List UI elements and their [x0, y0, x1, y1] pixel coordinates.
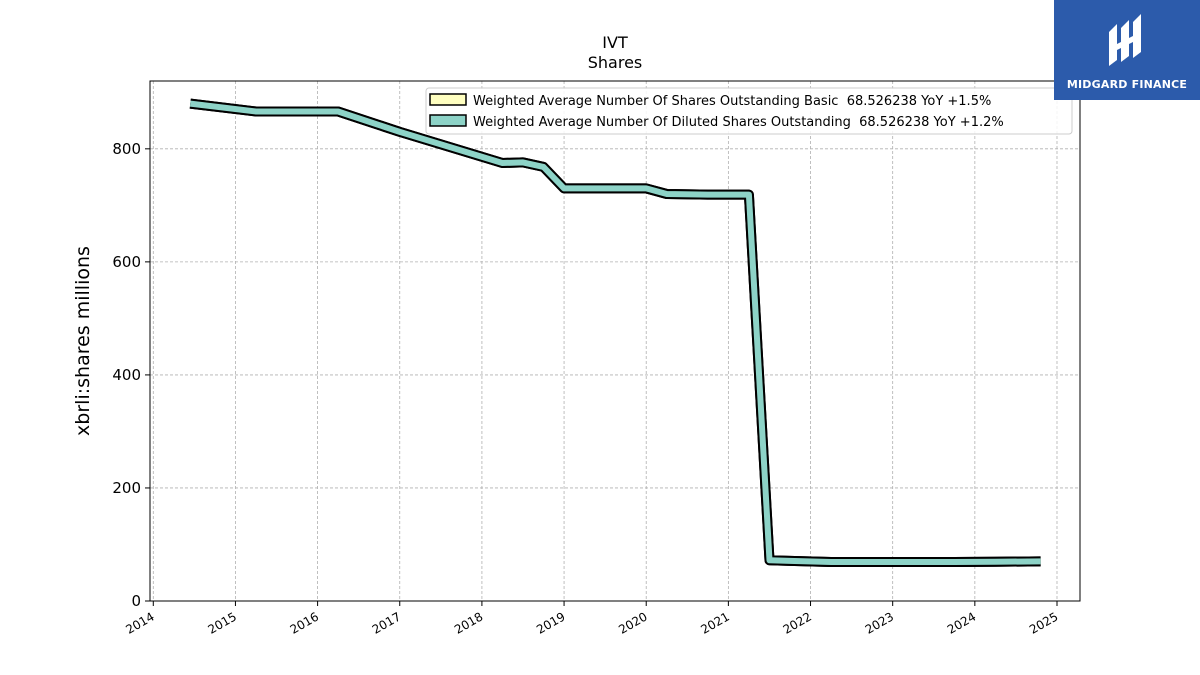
- x-tick-label: 2016: [288, 609, 321, 636]
- x-tick-label: 2020: [616, 609, 649, 636]
- y-tick-label: 400: [112, 366, 141, 384]
- series-lines: [189, 98, 1041, 567]
- legend-swatch-diluted: [429, 114, 467, 127]
- legend-swatch-basic: [429, 93, 467, 106]
- midgard-finance-logo: MIDGARD FINANCE: [1054, 0, 1200, 100]
- x-tick-label: 2018: [452, 609, 485, 636]
- y-tick-label: 0: [131, 592, 141, 610]
- plot-frame: [149, 80, 1081, 602]
- x-tick-label: 2019: [534, 609, 567, 636]
- y-tick-label: 800: [112, 140, 141, 158]
- x-tick-label: 2017: [370, 609, 403, 636]
- legend-box: [425, 87, 1073, 135]
- x-tick-label: 2023: [863, 609, 896, 636]
- legend-label-diluted: Weighted Average Number Of Diluted Share…: [473, 115, 1004, 130]
- x-axis: 2014 2015 2016 2017 2018 2019 2020 2021 2022 2023…: [123, 601, 1060, 637]
- series-line-1: [189, 100, 1041, 565]
- legend: Weighted Average Number Of Shares Outsta…: [425, 87, 1073, 135]
- legend-label-basic: Weighted Average Number Of Shares Outsta…: [473, 94, 991, 109]
- logo-text: MIDGARD FINANCE: [1066, 78, 1188, 91]
- y-axis-label: xbrli:shares millions: [72, 246, 94, 436]
- x-tick-label: 2021: [698, 609, 731, 636]
- x-tick-label: 2024: [945, 609, 978, 636]
- chart-subtitle: Shares: [588, 53, 643, 72]
- y-tick-label: 200: [112, 479, 141, 497]
- y-axis: 0 200 400 600 800: [112, 140, 150, 610]
- x-tick-label: 2014: [123, 609, 156, 636]
- x-tick-label: 2015: [205, 609, 238, 636]
- y-tick-label: 600: [112, 253, 141, 271]
- grid-lines: [150, 81, 1080, 602]
- x-tick-label: 2022: [781, 609, 814, 636]
- midgard-logo-icon: [1109, 14, 1141, 66]
- chart-title: IVT: [602, 33, 628, 52]
- x-tick-label: 2025: [1027, 609, 1060, 636]
